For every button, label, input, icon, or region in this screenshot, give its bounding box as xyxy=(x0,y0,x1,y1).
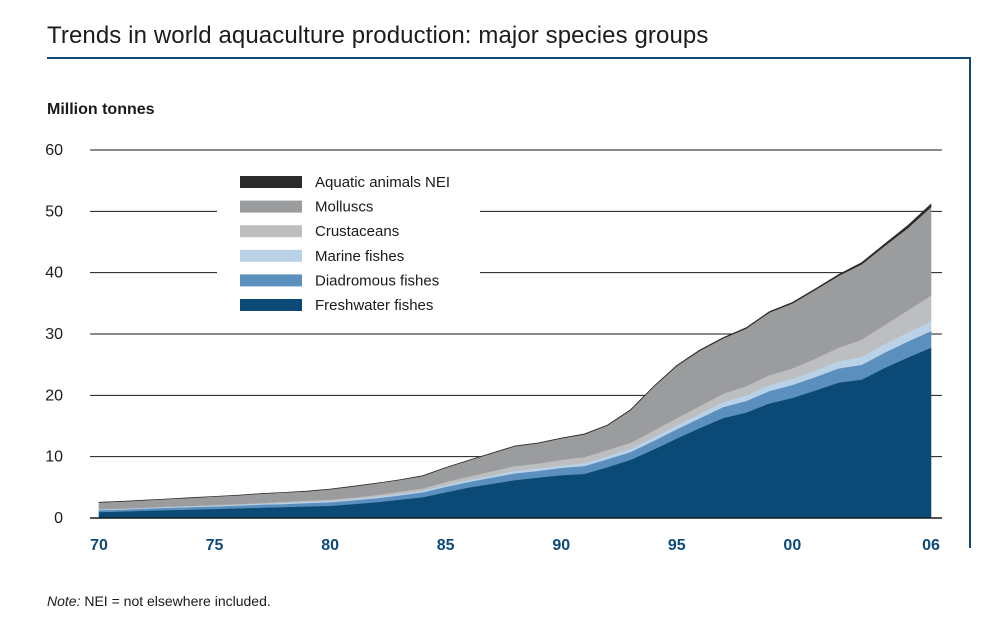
legend-swatch-freshwater-fishes xyxy=(240,299,302,311)
note-label: Note: xyxy=(47,593,81,609)
y-tick-label-20: 20 xyxy=(45,387,63,404)
y-tick-label-40: 40 xyxy=(45,265,63,282)
y-tick-label-0: 0 xyxy=(54,510,63,527)
x-tick-label-85: 85 xyxy=(437,537,455,554)
x-tick-label-95: 95 xyxy=(668,537,686,554)
axes: 0 10 20 30 40 50 60 70 75 80 85 90 95 00 06 xyxy=(45,142,942,554)
legend-label-molluscs: Molluscs xyxy=(315,199,373,216)
x-tick-label-80: 80 xyxy=(321,537,339,554)
y-tick-label-30: 30 xyxy=(45,326,63,343)
note-text: NEI = not elsewhere included. xyxy=(80,593,271,609)
x-tick-label-75: 75 xyxy=(206,537,224,554)
x-tick-label-70: 70 xyxy=(90,537,108,554)
y-tick-label-60: 60 xyxy=(45,142,63,159)
legend-label-diadromous-fishes: Diadromous fishes xyxy=(315,272,439,289)
legend-label-freshwater-fishes: Freshwater fishes xyxy=(315,297,433,314)
legend-label-crustaceans: Crustaceans xyxy=(315,223,399,240)
legend-swatch-diadromous-fishes xyxy=(240,274,302,287)
legend-swatch-aquatic-animals-nei xyxy=(240,176,302,188)
x-tick-label-06: 06 xyxy=(922,537,940,554)
x-tick-label-00: 00 xyxy=(783,537,801,554)
legend-background xyxy=(217,166,480,324)
y-tick-label-10: 10 xyxy=(45,449,63,466)
legend: Aquatic animals NEI Molluscs Crustaceans Ma… xyxy=(217,166,480,324)
frame-top-rule xyxy=(47,57,971,59)
area-aquatic-animals-nei xyxy=(98,203,932,503)
legend-label-aquatic-animals-nei: Aquatic animals NEI xyxy=(315,174,450,191)
y-tick-label-50: 50 xyxy=(45,203,63,220)
frame-right-rule xyxy=(969,57,971,548)
x-tick-label-90: 90 xyxy=(552,537,570,554)
legend-swatch-crustaceans xyxy=(240,225,302,238)
legend-swatch-molluscs xyxy=(240,200,302,213)
y-axis-label: Million tonnes xyxy=(47,101,155,118)
legend-label-marine-fishes: Marine fishes xyxy=(315,248,404,265)
legend-swatch-marine-fishes xyxy=(240,249,302,262)
chart-note: Note: NEI = not elsewhere included. xyxy=(47,593,271,609)
chart-title: Trends in world aquaculture production: … xyxy=(47,22,709,49)
